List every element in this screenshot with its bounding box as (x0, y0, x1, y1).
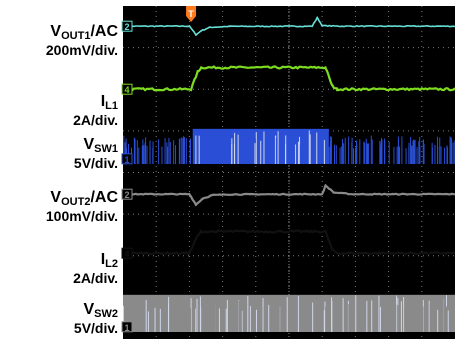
series-scale: 100mV/div. (45, 208, 118, 224)
series-name: VSW2 (83, 301, 118, 320)
channel-number: 1 (124, 155, 129, 165)
trigger-marker-icon (186, 6, 197, 22)
trace-out1 (122, 16, 455, 36)
trace-sw1 (123, 128, 455, 164)
series-name: VOUT1/AC (50, 23, 118, 42)
channel-number: 2 (124, 22, 129, 32)
label-out1: VOUT1/AC 200mV/div. (45, 23, 118, 58)
channel-number: 4 (124, 249, 129, 259)
series-scale: 2A/div. (73, 270, 118, 286)
label-sw1: VSW1 5V/div. (73, 136, 118, 171)
channel-number: 4 (124, 85, 129, 95)
channel-marker (121, 83, 133, 95)
channel-labels: VOUT1/AC 200mV/div. IL1 2A/div. VSW1 5V/div. V… (0, 0, 124, 339)
series-scale: 2A/div. (73, 112, 118, 128)
channel-marker (121, 20, 133, 32)
series-scale: 5V/div. (73, 155, 118, 171)
channel-marker (121, 321, 133, 333)
trace-l2 (122, 229, 455, 256)
label-l2: IL2 2A/div. (73, 251, 118, 286)
trigger-marker-label: T (188, 9, 194, 19)
label-sw2: VSW2 5V/div. (73, 301, 118, 336)
series-name: VOUT2/AC (50, 189, 118, 208)
series-name: IL1 (100, 93, 118, 112)
label-out2: VOUT2/AC 100mV/div. (45, 189, 118, 224)
series-name: VSW1 (83, 136, 118, 155)
series-scale: 5V/div. (73, 320, 118, 336)
channel-marker (121, 188, 133, 200)
trace-out2 (122, 184, 455, 207)
channel-number: 1 (124, 323, 129, 333)
series-name: IL2 (100, 251, 118, 270)
channel-marker (121, 153, 133, 165)
channel-number: 2 (124, 190, 129, 200)
trace-sw2 (122, 294, 455, 332)
trace-l1 (122, 65, 455, 92)
channel-marker (121, 247, 133, 259)
label-l1: IL1 2A/div. (73, 93, 118, 128)
series-scale: 200mV/div. (45, 42, 118, 58)
